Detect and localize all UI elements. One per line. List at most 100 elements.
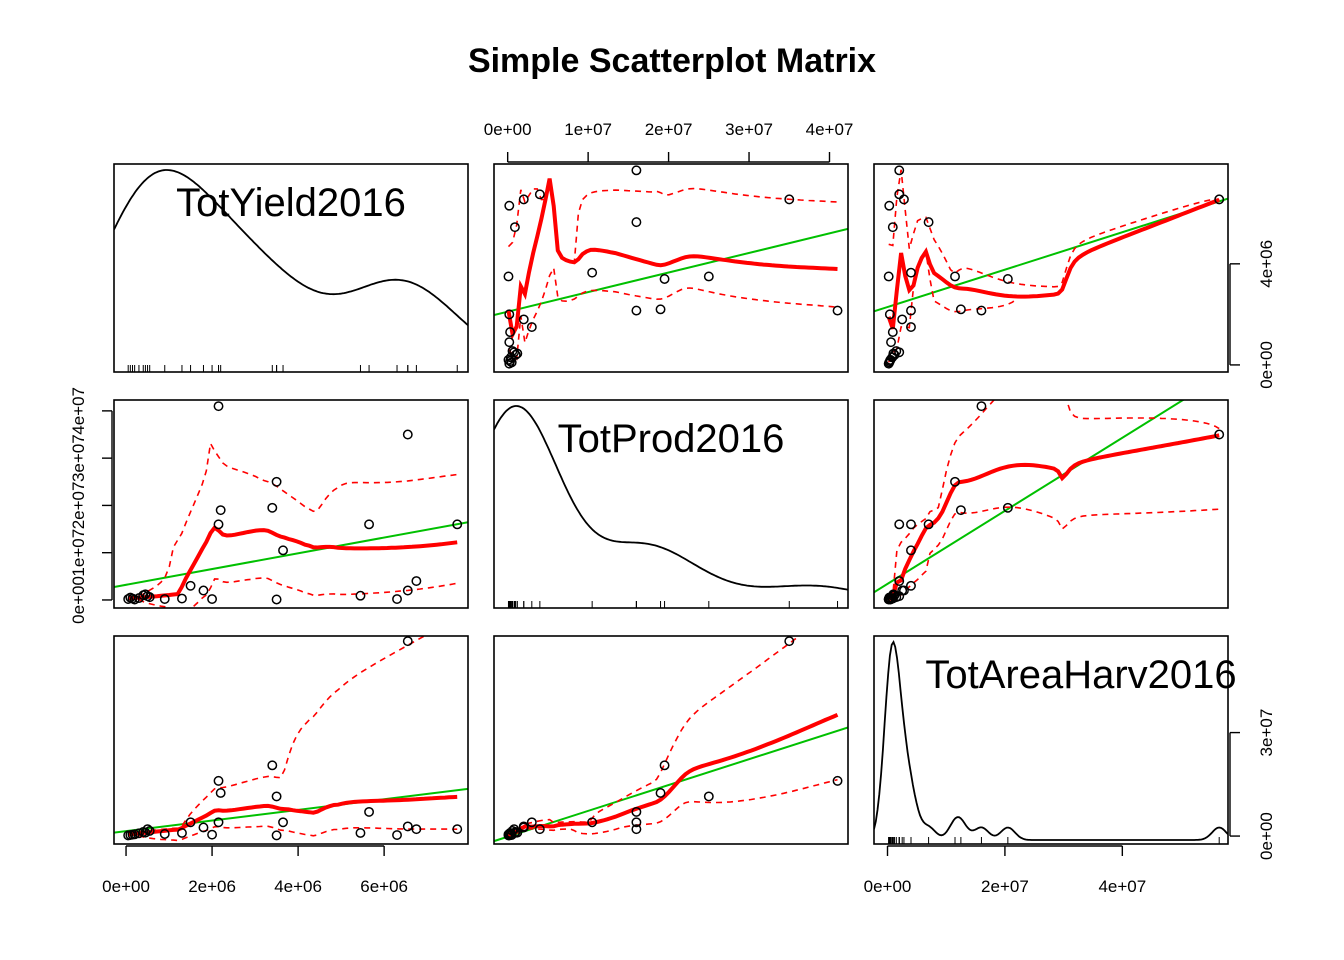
data-point <box>906 519 916 530</box>
data-point <box>271 476 282 487</box>
data-point <box>207 829 218 840</box>
tick-label: 6e+06 <box>360 877 408 896</box>
data-point <box>1214 429 1225 440</box>
tick-label: 4e+07 <box>806 120 854 139</box>
panel-frame <box>113 399 469 609</box>
density-curve <box>114 169 468 326</box>
data-point <box>504 200 515 211</box>
variable-label: TotYield2016 <box>176 181 406 225</box>
tick-label: 2e+06 <box>188 877 236 896</box>
panel-frame <box>493 635 849 845</box>
data-point <box>213 817 224 828</box>
data-point <box>884 200 895 211</box>
data-point <box>411 824 422 835</box>
regression-line <box>874 400 1185 594</box>
panel-yield-vs-yield: TotYield2016 <box>113 163 469 373</box>
spread-lower-line <box>128 825 458 842</box>
tick-label: 2e+07 <box>981 877 1029 896</box>
density-curve <box>494 405 848 591</box>
panel-plot-area <box>874 165 1228 369</box>
data-point <box>267 760 278 771</box>
smoother-line <box>128 524 458 601</box>
tick-label: 3e+07 <box>69 434 88 482</box>
data-point <box>503 271 514 282</box>
data-point <box>897 314 908 325</box>
data-point <box>402 636 413 647</box>
tick-label: 0e+00 <box>69 576 88 624</box>
panel-plot-area <box>494 636 848 843</box>
smoother-line <box>506 178 838 341</box>
data-point <box>452 519 463 530</box>
data-point <box>213 519 224 530</box>
tick-label: 4e+07 <box>1098 877 1146 896</box>
variable-label: TotProd2016 <box>558 417 785 461</box>
tick-label: 3e+07 <box>1257 709 1276 757</box>
panel-plot-area <box>114 636 468 842</box>
data-point <box>923 519 934 530</box>
smoother-line <box>507 712 839 837</box>
data-point <box>526 817 537 828</box>
data-point <box>886 337 896 348</box>
spread-upper-line <box>128 441 458 600</box>
regression-line <box>114 521 468 588</box>
data-point <box>894 576 905 587</box>
panel-areaharv-vs-areaharv: TotAreaHarv2016 <box>873 635 1237 845</box>
data-point <box>144 825 155 836</box>
panel-areaharv-vs-prod <box>873 399 1229 609</box>
tick-label: 4e+06 <box>1257 240 1276 288</box>
tick-label: 0e+00 <box>864 877 912 896</box>
data-point <box>891 346 902 356</box>
data-point <box>198 585 209 596</box>
data-point <box>392 830 402 840</box>
data-point <box>509 222 520 233</box>
data-point <box>355 590 366 601</box>
data-point <box>950 476 960 487</box>
data-point <box>129 829 140 840</box>
spread-lower-line <box>888 506 1220 601</box>
data-point <box>505 327 516 338</box>
panel-plot-area <box>114 401 468 608</box>
panel-frame <box>873 635 1229 845</box>
data-point <box>832 775 843 786</box>
data-point <box>526 322 537 332</box>
data-point <box>887 327 898 338</box>
data-point <box>411 576 422 587</box>
data-point <box>1002 502 1013 513</box>
data-point <box>267 502 278 513</box>
data-point <box>185 817 196 828</box>
data-point <box>884 309 895 320</box>
variable-label: TotAreaHarv2016 <box>925 653 1236 697</box>
panel-frame <box>493 399 849 609</box>
data-point <box>655 787 666 798</box>
data-point <box>278 545 288 556</box>
data-point <box>518 194 529 205</box>
data-point <box>177 828 187 838</box>
data-point <box>198 822 209 833</box>
data-point <box>631 217 642 228</box>
data-point <box>518 821 529 832</box>
data-point <box>659 274 670 284</box>
data-point <box>271 594 282 605</box>
spread-lower-line <box>887 199 1220 363</box>
data-point <box>215 505 226 516</box>
data-point <box>587 817 598 828</box>
data-point <box>976 305 987 316</box>
data-point <box>271 791 282 802</box>
data-point <box>703 791 714 802</box>
data-point <box>534 189 545 200</box>
data-point <box>784 194 795 205</box>
tick-label: 1e+07 <box>69 529 88 577</box>
data-point <box>278 817 288 828</box>
data-point <box>215 787 226 798</box>
tick-label: 0e+00 <box>484 120 532 139</box>
data-point <box>883 271 894 282</box>
data-point <box>509 828 520 838</box>
tick-label: 3e+07 <box>725 120 773 139</box>
data-point <box>906 267 916 278</box>
panel-prod-vs-prod: TotProd2016 <box>493 399 849 609</box>
data-point <box>129 594 140 605</box>
panel-yield-vs-prod <box>113 399 469 609</box>
tick-label: 0e+00 <box>102 877 150 896</box>
data-point <box>923 217 934 228</box>
